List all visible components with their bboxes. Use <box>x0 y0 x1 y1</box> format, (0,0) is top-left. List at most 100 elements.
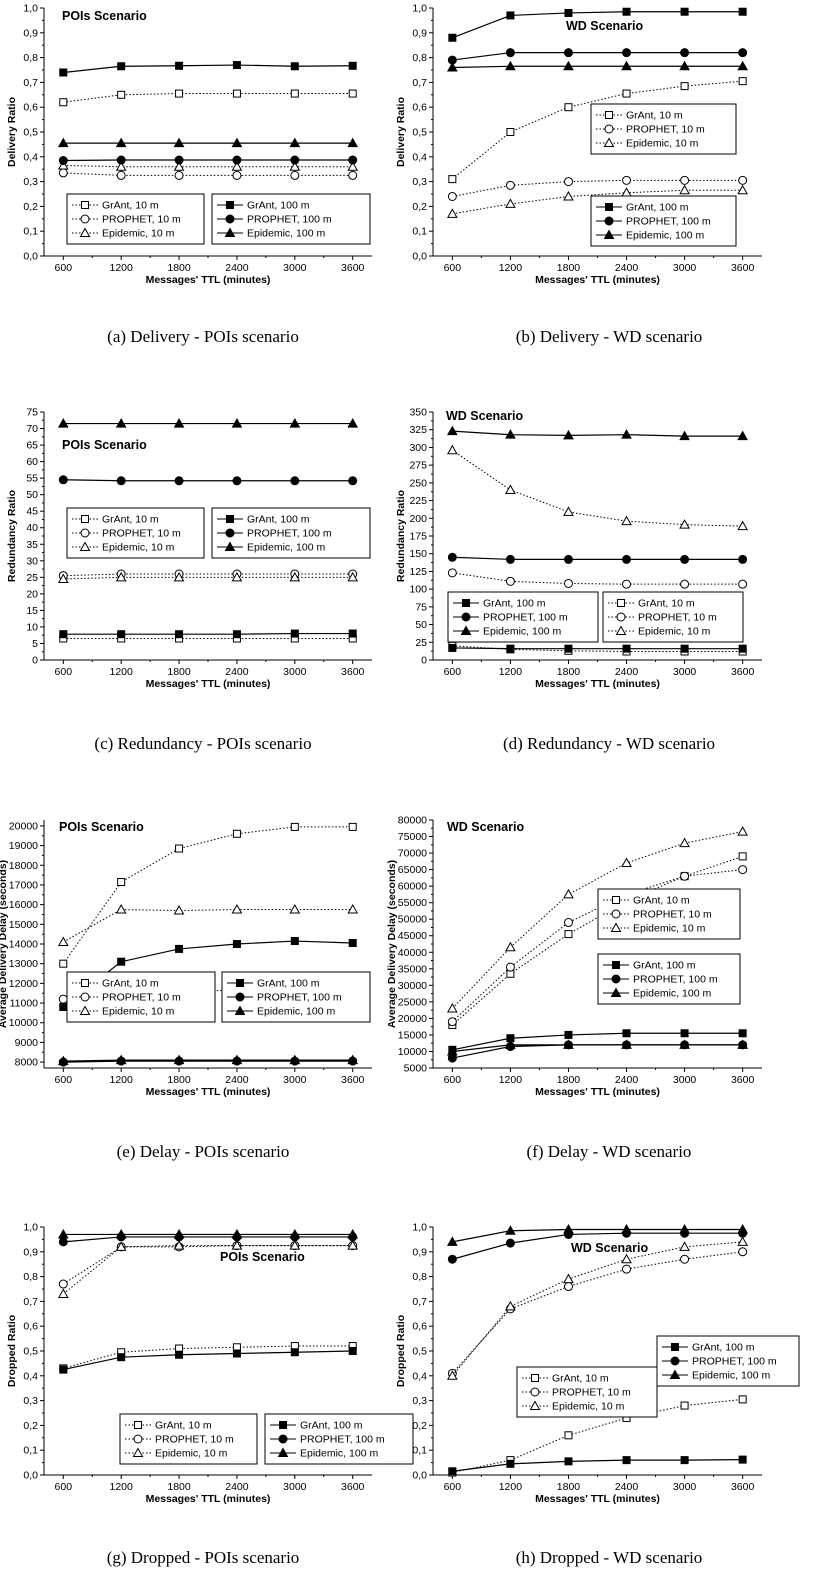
legend-box <box>516 1366 658 1418</box>
y-tick-label: 35000 <box>398 963 427 975</box>
y-tick-label: 0,0 <box>412 1470 427 1482</box>
data-point <box>622 48 632 58</box>
y-tick-label: 35 <box>26 539 38 551</box>
legend-label: PROPHET, 10 m <box>633 909 712 921</box>
data-point <box>737 1236 749 1246</box>
caption-a: (a) Delivery - POIs scenario <box>107 327 299 346</box>
data-point <box>505 554 515 564</box>
legend-marker <box>462 599 470 607</box>
series-line <box>62 826 353 964</box>
x-tick-label: 3600 <box>731 262 755 274</box>
chart-title: WD Scenario <box>446 409 523 423</box>
data-point <box>290 937 299 946</box>
legend-0: GrAnt, 10 m PROPHET, 10 m Epidemic, 10 m <box>66 507 205 559</box>
x-tick-label: 600 <box>444 262 462 274</box>
data-point <box>505 1238 515 1248</box>
data-point <box>446 1370 458 1380</box>
data-point <box>506 128 515 136</box>
data-point <box>289 904 301 914</box>
data-point <box>348 629 357 638</box>
y-tick-label: 1,0 <box>412 3 427 15</box>
y-tick-label: 0,9 <box>23 1246 38 1258</box>
data-point <box>348 61 357 70</box>
data-point <box>232 476 242 486</box>
legend-label: Epidemic, 100 m <box>692 1370 770 1382</box>
data-point <box>289 137 301 148</box>
series-2 <box>57 159 359 171</box>
y-axis-title: Redundancy Ratio <box>6 490 18 582</box>
y-tick-label: 25 <box>415 637 427 649</box>
data-point <box>679 1223 690 1234</box>
x-tick-label: 3000 <box>283 666 307 678</box>
series-2 <box>446 184 749 218</box>
legend-marker <box>611 974 621 984</box>
y-tick-label: 0,9 <box>412 27 427 39</box>
y-tick-label: 0,6 <box>412 1321 427 1333</box>
series-line <box>451 1251 743 1374</box>
x-tick-label: 3600 <box>341 666 365 678</box>
series-1 <box>58 569 358 581</box>
data-point <box>738 644 747 653</box>
data-point <box>622 1456 631 1465</box>
y-tick-label: 65000 <box>398 864 427 876</box>
data-point <box>290 1348 299 1357</box>
data-point <box>232 170 242 180</box>
series-3 <box>59 61 357 77</box>
series-3 <box>448 643 747 653</box>
data-point <box>622 1264 632 1274</box>
chart-title: POIs Scenario <box>62 9 147 23</box>
data-point <box>290 476 300 486</box>
legend-0: GrAnt, 10 m PROPHET, 10 m Epidemic, 10 m <box>66 193 205 245</box>
legend-1: GrAnt, 100 m PROPHET, 100 m Epidemic, 100 … <box>597 953 741 1005</box>
legend-marker <box>236 979 244 987</box>
series-line <box>63 632 353 635</box>
legend-marker <box>81 201 89 209</box>
legend-marker <box>605 203 613 211</box>
legend-marker <box>278 1434 288 1444</box>
legend-label: PROPHET, 100 m <box>626 216 711 228</box>
data-point <box>175 844 184 853</box>
data-point <box>621 429 632 439</box>
chart-title: POIs Scenario <box>59 820 144 834</box>
series-0 <box>448 77 747 184</box>
legend-marker <box>531 1374 539 1382</box>
data-point <box>57 137 69 148</box>
data-point <box>622 644 631 653</box>
caption-d: (d) Redundancy - WD scenario <box>502 734 716 753</box>
y-tick-label: 0,0 <box>23 251 38 263</box>
data-point <box>679 184 690 195</box>
y-tick-label: 65 <box>26 440 38 452</box>
legend-label: PROPHET, 100 m <box>247 214 332 226</box>
y-tick-label: 1,0 <box>23 3 38 15</box>
data-point <box>348 476 358 486</box>
data-point <box>505 48 515 58</box>
data-point <box>231 161 243 171</box>
x-tick-label: 1200 <box>109 1481 133 1493</box>
data-point <box>679 1039 690 1049</box>
y-axis-title: Average Delivery Delay (seconds) <box>0 860 9 1028</box>
data-point <box>680 554 690 564</box>
legend-label: Epidemic, 10 m <box>102 228 175 240</box>
data-point <box>738 865 748 875</box>
x-tick-label: 1200 <box>499 1074 523 1086</box>
series-4 <box>58 475 358 486</box>
data-point <box>738 77 747 86</box>
legend-marker <box>81 515 89 523</box>
y-tick-label: 0 <box>32 655 38 667</box>
x-axis-title: Messages' TTL (minutes) <box>535 1493 660 1505</box>
y-axis-title: Delivery Ratio <box>6 97 18 167</box>
data-point <box>738 852 747 861</box>
series-line <box>452 1398 743 1474</box>
x-tick-label: 1200 <box>499 262 523 274</box>
chart-f: 5000 10000 15000 20000 25000 30000 35000 40000 4… <box>386 815 762 1098</box>
data-point <box>737 520 749 531</box>
y-tick-label: 9000 <box>15 1037 39 1049</box>
data-point <box>564 644 573 653</box>
data-point <box>232 630 241 639</box>
y-tick-label: 0,1 <box>23 226 38 238</box>
data-point <box>448 643 457 652</box>
data-point <box>347 1054 359 1065</box>
x-axis-title: Messages' TTL (minutes) <box>146 274 271 286</box>
legend-marker <box>671 1343 679 1351</box>
